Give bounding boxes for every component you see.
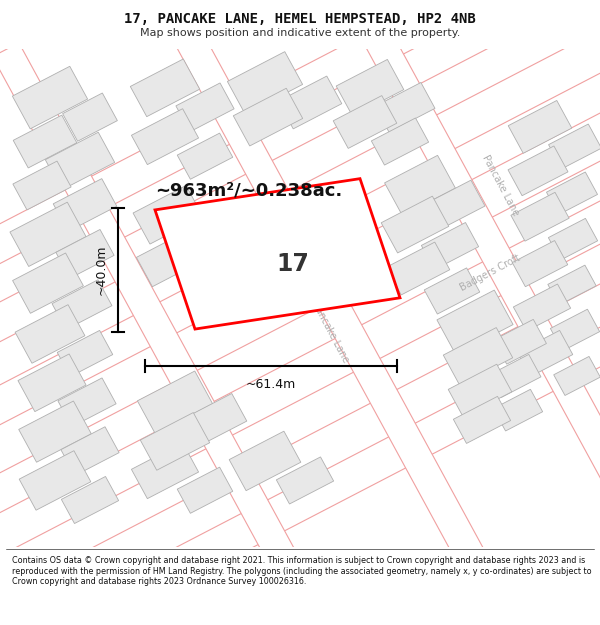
Polygon shape bbox=[136, 231, 203, 287]
Polygon shape bbox=[448, 364, 512, 417]
Polygon shape bbox=[56, 229, 114, 278]
Polygon shape bbox=[508, 146, 568, 196]
Polygon shape bbox=[0, 138, 600, 536]
Polygon shape bbox=[58, 378, 116, 427]
Polygon shape bbox=[333, 96, 397, 148]
Polygon shape bbox=[554, 356, 600, 396]
Polygon shape bbox=[61, 427, 119, 476]
Polygon shape bbox=[514, 284, 571, 331]
Text: Pancake Lane: Pancake Lane bbox=[480, 153, 520, 218]
Polygon shape bbox=[155, 179, 400, 329]
Polygon shape bbox=[227, 52, 302, 114]
Polygon shape bbox=[57, 331, 113, 377]
Polygon shape bbox=[140, 412, 210, 470]
Polygon shape bbox=[489, 354, 541, 398]
Polygon shape bbox=[53, 179, 117, 231]
Polygon shape bbox=[375, 82, 435, 132]
Text: ~40.0m: ~40.0m bbox=[95, 245, 108, 295]
Polygon shape bbox=[371, 118, 428, 165]
Polygon shape bbox=[381, 196, 449, 253]
Polygon shape bbox=[133, 186, 203, 244]
Polygon shape bbox=[386, 242, 450, 295]
Polygon shape bbox=[229, 431, 301, 491]
Polygon shape bbox=[0, 0, 600, 365]
Polygon shape bbox=[517, 331, 573, 377]
Polygon shape bbox=[18, 354, 86, 412]
Polygon shape bbox=[61, 476, 119, 524]
Polygon shape bbox=[493, 389, 542, 431]
Polygon shape bbox=[0, 0, 600, 287]
Polygon shape bbox=[15, 304, 85, 363]
Polygon shape bbox=[548, 218, 598, 260]
Polygon shape bbox=[494, 319, 547, 364]
Text: Map shows position and indicative extent of the property.: Map shows position and indicative extent… bbox=[140, 28, 460, 38]
Polygon shape bbox=[511, 192, 569, 241]
Polygon shape bbox=[152, 0, 508, 606]
Polygon shape bbox=[131, 442, 199, 499]
Text: 17, PANCAKE LANE, HEMEL HEMPSTEAD, HP2 4NB: 17, PANCAKE LANE, HEMEL HEMPSTEAD, HP2 4… bbox=[124, 12, 476, 26]
Polygon shape bbox=[0, 50, 600, 448]
Polygon shape bbox=[130, 59, 200, 117]
Polygon shape bbox=[385, 156, 455, 216]
Polygon shape bbox=[548, 265, 596, 305]
Polygon shape bbox=[62, 93, 118, 141]
Polygon shape bbox=[421, 222, 479, 269]
Polygon shape bbox=[425, 180, 485, 230]
Polygon shape bbox=[454, 396, 511, 444]
Polygon shape bbox=[547, 172, 598, 214]
Polygon shape bbox=[443, 328, 513, 385]
Polygon shape bbox=[178, 258, 236, 305]
Polygon shape bbox=[13, 161, 71, 210]
Polygon shape bbox=[437, 290, 513, 354]
Polygon shape bbox=[0, 43, 347, 625]
Polygon shape bbox=[176, 211, 233, 258]
Polygon shape bbox=[13, 253, 83, 313]
Polygon shape bbox=[176, 83, 234, 132]
Polygon shape bbox=[313, 0, 600, 552]
Polygon shape bbox=[548, 124, 600, 169]
Polygon shape bbox=[0, 304, 600, 625]
Polygon shape bbox=[336, 59, 404, 116]
Polygon shape bbox=[13, 66, 88, 129]
Polygon shape bbox=[183, 394, 247, 446]
Polygon shape bbox=[277, 457, 334, 504]
Polygon shape bbox=[0, 221, 600, 619]
Polygon shape bbox=[550, 309, 599, 351]
Polygon shape bbox=[10, 202, 86, 266]
Text: Badgers Croft: Badgers Croft bbox=[458, 253, 522, 294]
Text: 17: 17 bbox=[276, 252, 309, 276]
Polygon shape bbox=[278, 76, 342, 129]
Polygon shape bbox=[45, 132, 115, 190]
Text: ~61.4m: ~61.4m bbox=[246, 378, 296, 391]
Text: ~963m²/~0.238ac.: ~963m²/~0.238ac. bbox=[155, 181, 342, 199]
Polygon shape bbox=[19, 451, 91, 510]
Polygon shape bbox=[177, 133, 233, 179]
Polygon shape bbox=[424, 268, 480, 314]
Polygon shape bbox=[233, 88, 303, 146]
Text: Contains OS data © Crown copyright and database right 2021. This information is : Contains OS data © Crown copyright and d… bbox=[12, 556, 592, 586]
Text: Pancake Lane: Pancake Lane bbox=[310, 300, 350, 364]
Polygon shape bbox=[137, 371, 212, 434]
Polygon shape bbox=[508, 101, 572, 153]
Polygon shape bbox=[13, 115, 77, 168]
Polygon shape bbox=[131, 109, 199, 164]
Polygon shape bbox=[512, 241, 568, 287]
Polygon shape bbox=[177, 467, 233, 513]
Polygon shape bbox=[19, 401, 91, 462]
Polygon shape bbox=[52, 280, 112, 329]
